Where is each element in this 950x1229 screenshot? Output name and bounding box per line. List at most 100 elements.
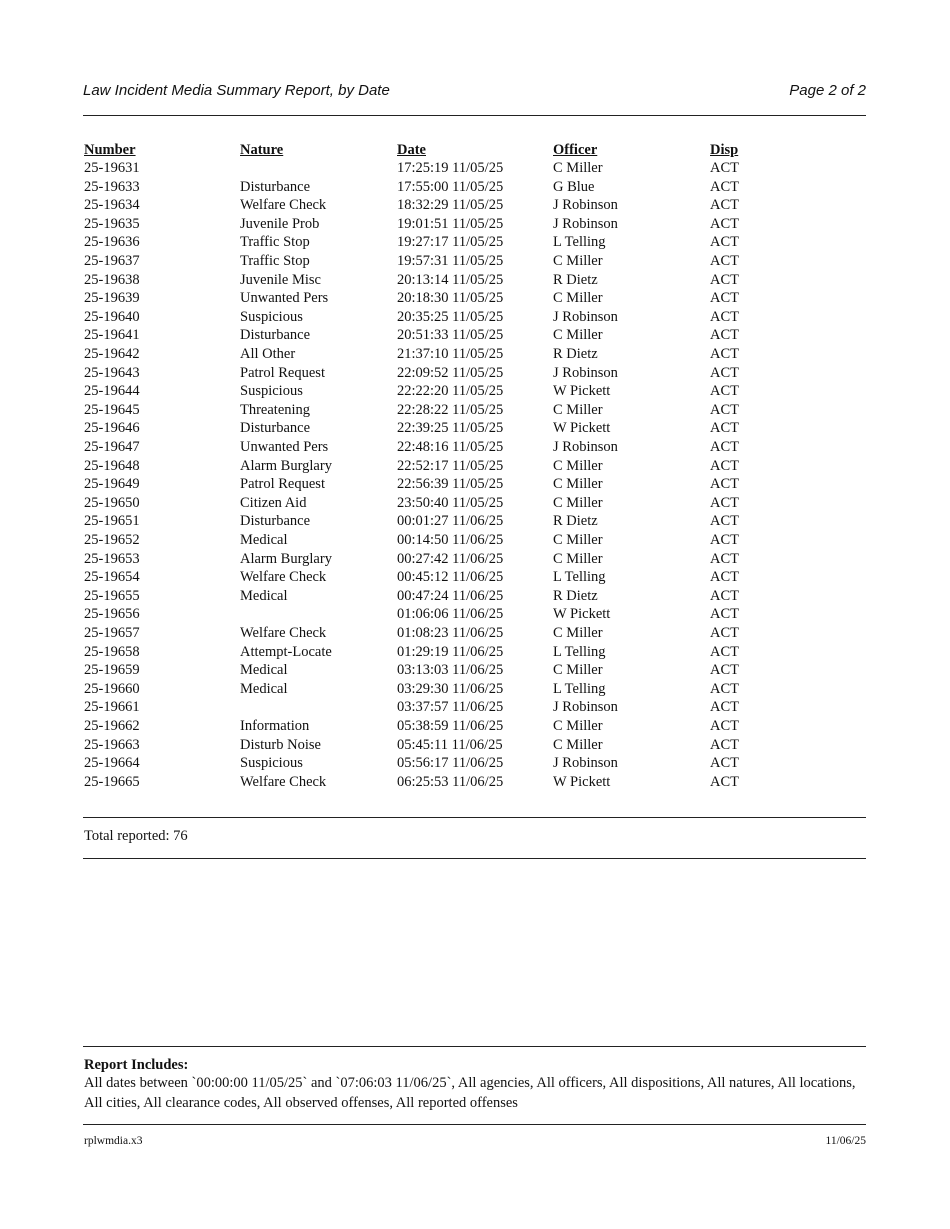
cell-date: 05:38:59 11/06/25 (397, 718, 504, 734)
cell-number: 25-19663 (84, 736, 140, 753)
cell-officer: C Miller (553, 290, 603, 307)
cell-nature: Disturbance (240, 420, 311, 437)
cell-disp: ACT (710, 680, 739, 697)
cell-nature: Threatening (240, 401, 311, 418)
cell-nature: Attempt-Locate (240, 643, 332, 660)
cell-officer: L Telling (553, 569, 606, 586)
cell-number: 25-19636 (84, 234, 140, 251)
cell-officer: C Miller (553, 457, 603, 474)
cell-date: 22:52:17 11/05/25 (397, 457, 504, 474)
cell-officer: C Miller (553, 401, 603, 418)
cell-number: 25-19650 (84, 494, 140, 511)
cell-number: 25-19653 (84, 550, 140, 567)
cell-disp: ACT (710, 718, 739, 734)
cell-disp: ACT (710, 643, 739, 660)
cell-disp: ACT (710, 625, 739, 641)
cell-nature: Information (240, 718, 310, 734)
cell-date: 20:13:14 11/05/25 (397, 271, 504, 288)
cell-disp: ACT (710, 587, 739, 604)
cell-date: 00:14:50 11/06/25 (397, 532, 504, 548)
cell-date: 03:13:03 11/06/25 (397, 662, 504, 679)
cell-nature: Traffic Stop (240, 234, 310, 251)
cell-number: 25-19647 (84, 439, 140, 455)
cell-disp: ACT (710, 662, 739, 679)
cell-nature: Unwanted Pers (240, 290, 329, 307)
cell-officer: R Dietz (553, 587, 598, 604)
cell-officer: C Miller (553, 476, 603, 493)
cell-disp: ACT (710, 290, 739, 307)
cell-disp: ACT (710, 234, 739, 251)
cell-nature: Unwanted Pers (240, 439, 329, 455)
cell-nature: Disturb Noise (240, 736, 321, 753)
cell-officer: W Pickett (553, 773, 611, 790)
cell-number: 25-19656 (84, 606, 140, 623)
cell-number: 25-19649 (84, 476, 140, 493)
cell-disp: ACT (710, 271, 739, 288)
cell-disp: ACT (710, 439, 739, 455)
cell-date: 22:56:39 11/05/25 (397, 476, 504, 493)
includes-title: Report Includes: (84, 1057, 189, 1073)
cell-officer: C Miller (553, 532, 603, 548)
divider (83, 1046, 866, 1047)
cell-disp: ACT (710, 160, 739, 176)
print-date: 11/06/25 (825, 1135, 866, 1147)
cell-number: 25-19639 (84, 290, 140, 307)
cell-officer: R Dietz (553, 271, 598, 288)
cell-officer: W Pickett (553, 420, 611, 437)
cell-date: 22:28:22 11/05/25 (397, 401, 504, 418)
cell-disp: ACT (710, 569, 739, 586)
cell-disp: ACT (710, 308, 739, 325)
cell-officer: C Miller (553, 718, 603, 734)
cell-date: 20:18:30 11/05/25 (397, 290, 504, 307)
cell-number: 25-19654 (84, 569, 140, 586)
cell-nature: Medical (240, 532, 288, 548)
cell-officer: C Miller (553, 253, 603, 269)
cell-date: 22:22:20 11/05/25 (397, 383, 504, 400)
cell-officer: L Telling (553, 680, 606, 697)
cell-officer: C Miller (553, 550, 603, 567)
cell-number: 25-19664 (84, 755, 140, 772)
cell-number: 25-19648 (84, 457, 140, 474)
cell-disp: ACT (710, 420, 739, 437)
cell-disp: ACT (710, 606, 739, 623)
cell-officer: R Dietz (553, 513, 598, 530)
cell-number: 25-19634 (84, 197, 140, 214)
cell-officer: C Miller (553, 160, 603, 176)
cell-date: 17:25:19 11/05/25 (397, 160, 504, 176)
divider (83, 1124, 866, 1125)
cell-number: 25-19661 (84, 699, 140, 716)
cell-date: 22:48:16 11/05/25 (397, 439, 504, 455)
cell-date: 05:45:11 11/06/25 (397, 736, 503, 753)
cell-nature: Medical (240, 587, 288, 604)
cell-date: 19:01:51 11/05/25 (397, 215, 504, 232)
cell-disp: ACT (710, 401, 739, 418)
cell-nature: Disturbance (240, 178, 311, 195)
cell-disp: ACT (710, 383, 739, 400)
cell-date: 18:32:29 11/05/25 (397, 197, 504, 214)
cell-officer: W Pickett (553, 606, 611, 623)
cell-number: 25-19662 (84, 718, 140, 734)
report-title: Law Incident Media Summary Report, by Da… (83, 82, 390, 99)
cell-number: 25-19644 (84, 383, 140, 400)
cell-officer: J Robinson (553, 364, 618, 381)
cell-disp: ACT (710, 457, 739, 474)
cell-nature: Medical (240, 680, 288, 697)
cell-date: 00:47:24 11/06/25 (397, 587, 504, 604)
cell-officer: C Miller (553, 736, 603, 753)
cell-nature: Citizen Aid (240, 494, 307, 511)
cell-officer: C Miller (553, 662, 603, 679)
cell-date: 00:27:42 11/06/25 (397, 550, 504, 567)
cell-nature: Traffic Stop (240, 253, 310, 269)
cell-officer: R Dietz (553, 346, 598, 362)
divider (83, 115, 866, 116)
cell-nature: Juvenile Misc (240, 271, 321, 288)
cell-disp: ACT (710, 699, 739, 716)
cell-number: 25-19665 (84, 773, 140, 790)
cell-date: 06:25:53 11/06/25 (397, 773, 504, 790)
cell-date: 22:39:25 11/05/25 (397, 420, 504, 437)
cell-number: 25-19659 (84, 662, 140, 679)
cell-officer: L Telling (553, 643, 606, 660)
cell-disp: ACT (710, 253, 739, 269)
cell-number: 25-19638 (84, 271, 140, 288)
